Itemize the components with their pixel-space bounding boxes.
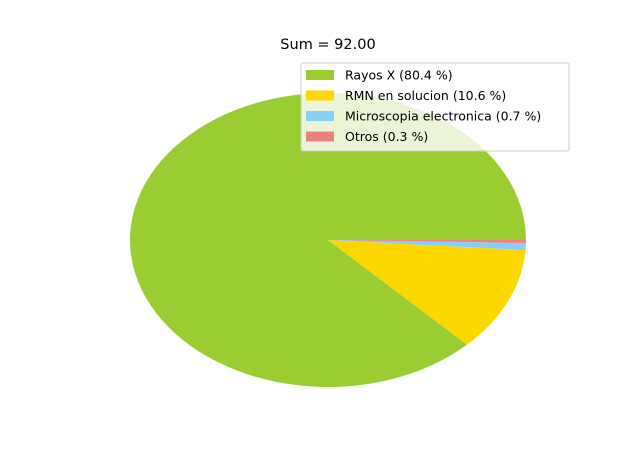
pie-slice-3: [328, 240, 526, 251]
legend: Rayos X (80.4 %) RMN en solucion (10.6 %)…: [300, 62, 570, 152]
pie-slice-4: [328, 240, 526, 244]
legend-swatch-1: [306, 70, 334, 80]
legend-swatch-4: [306, 131, 334, 142]
legend-label-3: Microscopia electronica (0.7 %): [345, 109, 541, 124]
pie-slices: [129, 93, 526, 387]
legend-label-2: RMN en solucion (10.6 %): [345, 88, 506, 103]
chart-title: Sum = 92.00: [280, 37, 375, 53]
legend-swatch-3: [306, 111, 334, 121]
pie-slice-2: [328, 240, 526, 345]
legend-frame: [300, 62, 570, 152]
legend-label-1: Rayos X (80.4 %): [345, 68, 453, 83]
pie-slice-1: [129, 93, 526, 387]
legend-swatch-2: [306, 90, 334, 101]
legend-label-4: Otros (0.3 %): [345, 129, 428, 144]
